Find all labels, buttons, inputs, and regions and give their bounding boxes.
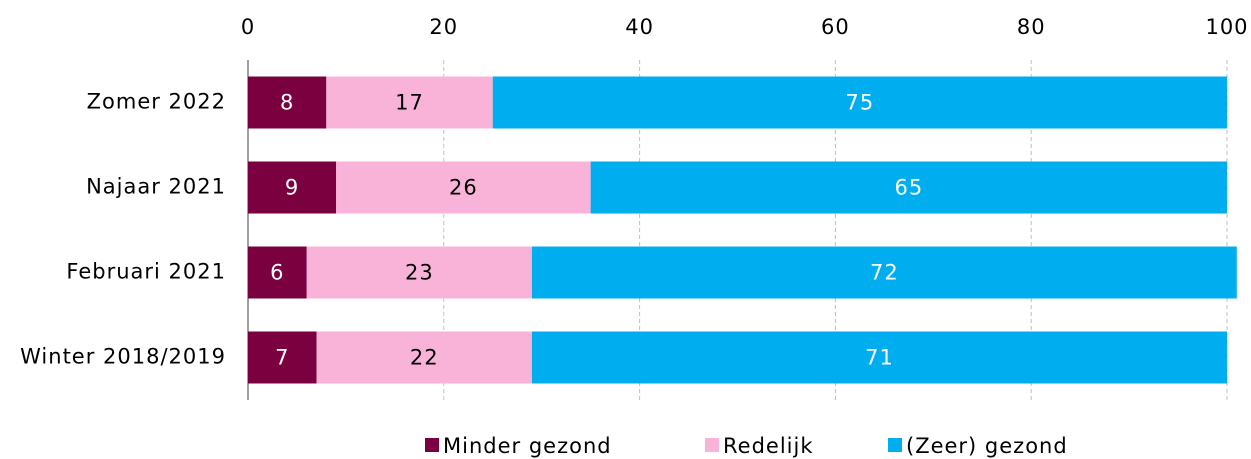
bar-segment xyxy=(336,161,591,214)
data-label: 26 xyxy=(449,176,478,200)
bar-segment xyxy=(492,76,1227,129)
bar-segment xyxy=(248,161,337,214)
bar-segment xyxy=(316,331,532,384)
data-label: 6 xyxy=(270,261,284,285)
x-tick-label: 100 xyxy=(1205,15,1248,39)
bar-segment xyxy=(248,246,307,299)
x-tick-label: 20 xyxy=(429,15,458,39)
data-label: 72 xyxy=(870,261,899,285)
data-label: 9 xyxy=(285,176,299,200)
legend-swatch xyxy=(888,438,902,452)
legend-swatch xyxy=(705,438,719,452)
x-tick-label: 40 xyxy=(625,15,654,39)
bar-segment xyxy=(531,246,1237,299)
x-tick-label: 80 xyxy=(1017,15,1046,39)
y-tick-label: Winter 2018/2019 xyxy=(20,345,226,369)
bar-segment xyxy=(590,161,1227,214)
bar-segment xyxy=(326,76,493,129)
data-label: 65 xyxy=(894,176,923,200)
data-label: 71 xyxy=(865,346,894,370)
y-tick-label: Najaar 2021 xyxy=(86,175,226,199)
bar-segment xyxy=(306,246,532,299)
data-label: 7 xyxy=(275,346,289,370)
y-tick-label: Zomer 2022 xyxy=(87,90,226,114)
data-label: 8 xyxy=(280,91,294,115)
data-label: 23 xyxy=(405,261,434,285)
y-tick-label: Februari 2021 xyxy=(66,260,226,284)
data-label: 75 xyxy=(846,91,875,115)
legend-label: Redelijk xyxy=(723,434,813,458)
bar-segment xyxy=(248,76,327,129)
x-tick-label: 60 xyxy=(821,15,850,39)
bar-segment xyxy=(248,331,317,384)
legend-label: (Zeer) gezond xyxy=(906,434,1068,458)
legend-label: Minder gezond xyxy=(443,434,612,458)
data-label: 22 xyxy=(410,346,439,370)
legend-swatch xyxy=(425,438,439,452)
bar-segment xyxy=(531,331,1227,384)
x-tick-label: 0 xyxy=(241,15,255,39)
data-label: 17 xyxy=(395,91,424,115)
